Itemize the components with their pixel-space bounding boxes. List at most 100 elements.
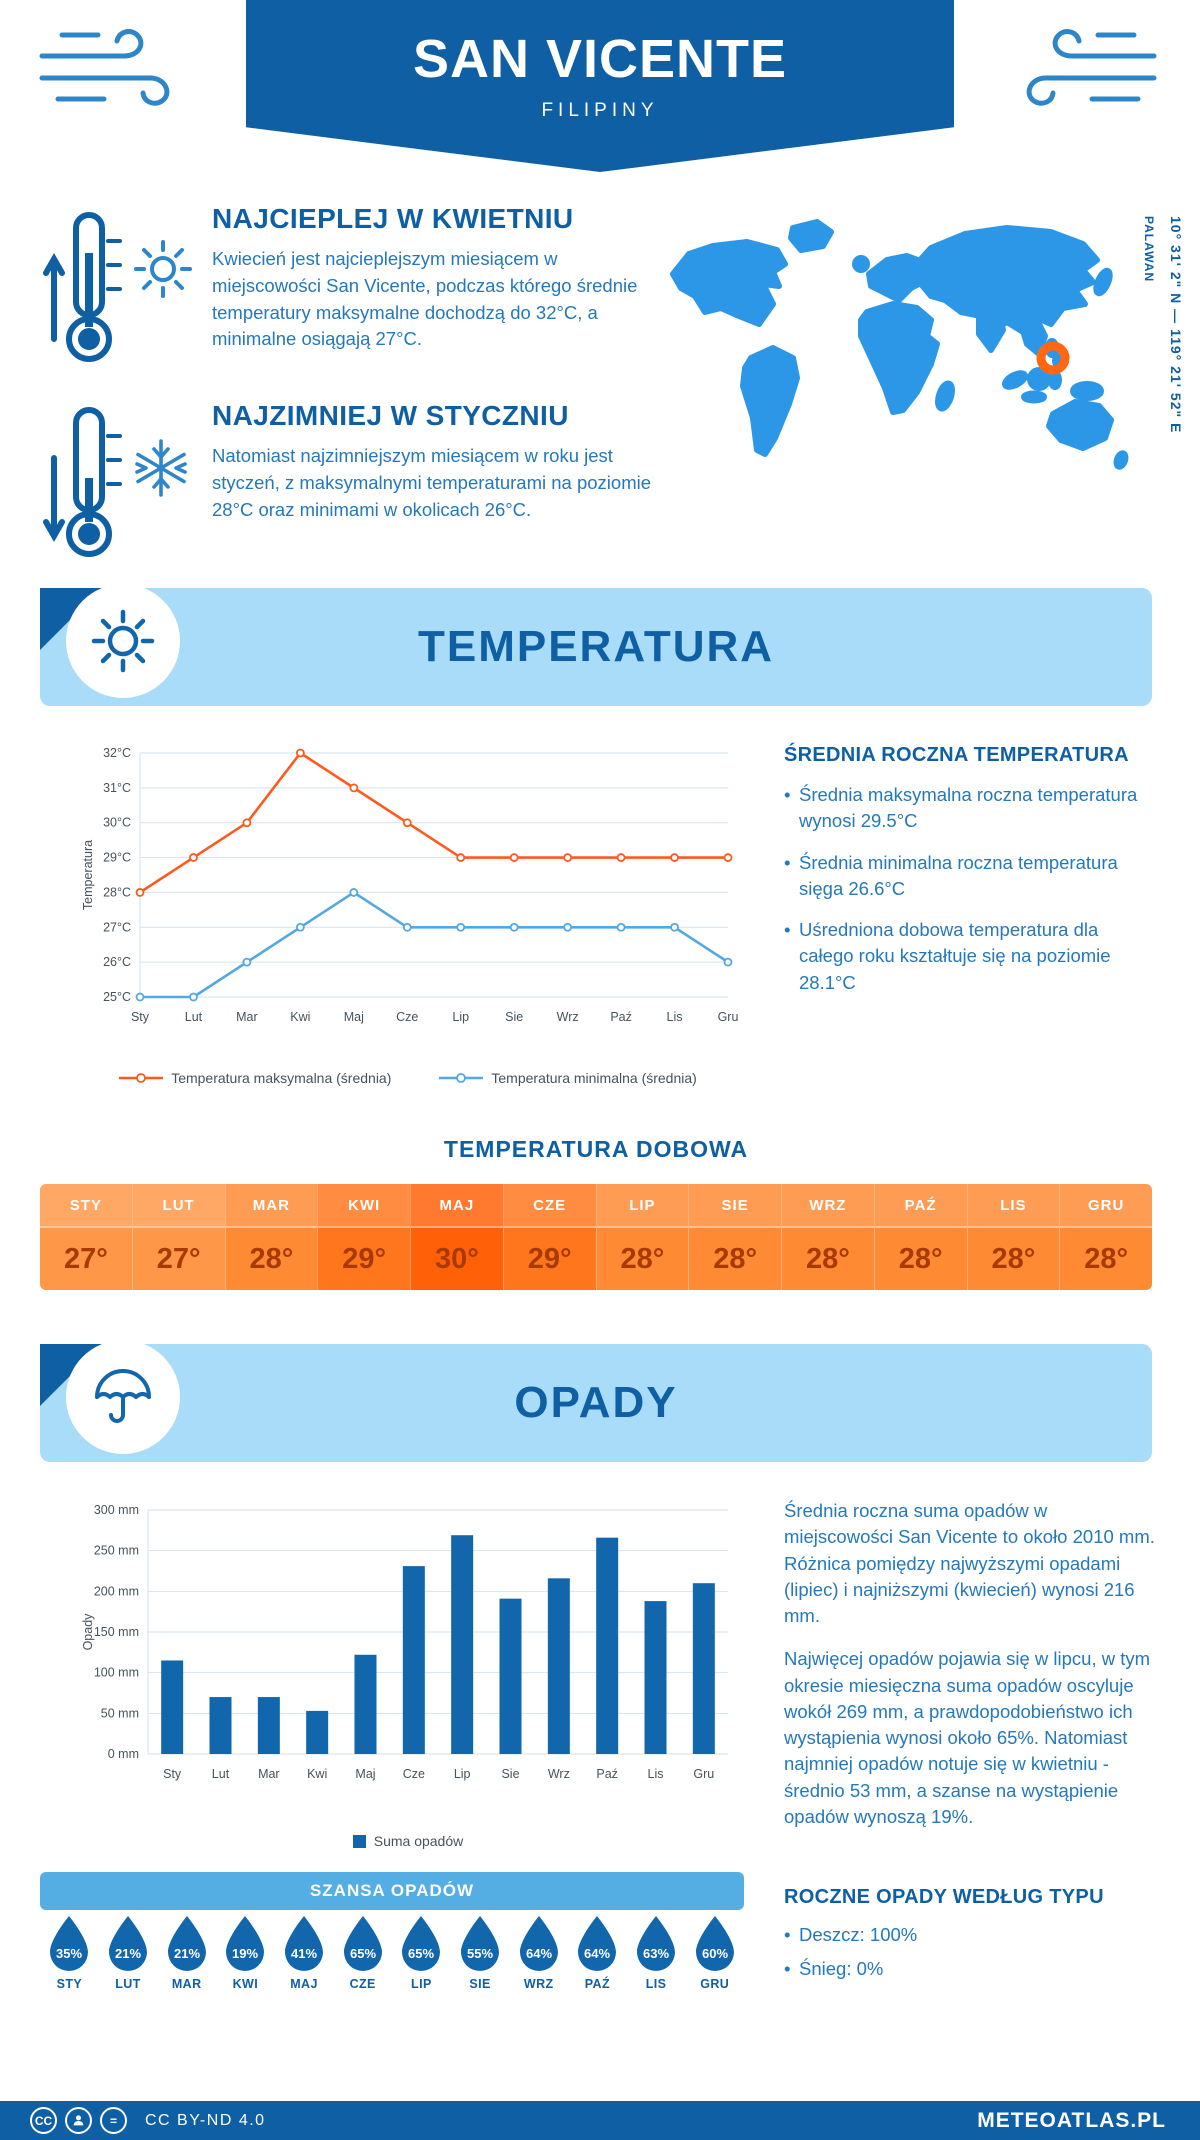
- chance-drop: 60% GRU: [685, 1914, 744, 1991]
- daily-temp-column: SIE 28°: [688, 1184, 781, 1290]
- svg-text:Opady: Opady: [81, 1613, 95, 1651]
- svg-text:Paź: Paź: [596, 1767, 618, 1781]
- daily-temp-month: KWI: [318, 1184, 410, 1226]
- sun-icon: [132, 238, 194, 300]
- chance-value: 63%: [643, 1946, 669, 1961]
- daily-temp-value: 28°: [689, 1226, 781, 1290]
- chance-month: LIS: [645, 1977, 667, 1991]
- chance-month: CZE: [349, 1977, 376, 1991]
- chance-month: PAŹ: [584, 1977, 611, 1991]
- svg-text:Mar: Mar: [258, 1767, 280, 1781]
- chance-month: WRZ: [523, 1977, 554, 1991]
- map-region-label: PALAWAN: [1142, 216, 1156, 283]
- svg-text:Lis: Lis: [648, 1767, 664, 1781]
- svg-text:Gru: Gru: [693, 1767, 714, 1781]
- daily-temp-value: 28°: [874, 1226, 967, 1290]
- chance-month: SIE: [469, 1977, 491, 1991]
- sun-badge: [66, 584, 180, 698]
- daily-temp-value: 28°: [782, 1226, 874, 1290]
- umbrella-icon: [95, 1369, 151, 1423]
- site-link[interactable]: METEOATLAS.PL: [977, 2108, 1166, 2132]
- coldest-text: Natomiast najzimniejszym miesiącem w rok…: [212, 445, 652, 520]
- chance-value: 19%: [232, 1946, 258, 1961]
- chance-drop: 41% MAJ: [275, 1914, 334, 1991]
- wind-icon-left: [32, 20, 182, 120]
- chance-month: GRU: [700, 1977, 730, 1991]
- svg-text:0 mm: 0 mm: [108, 1747, 139, 1761]
- svg-text:250 mm: 250 mm: [94, 1544, 139, 1558]
- svg-text:Sie: Sie: [505, 1010, 523, 1024]
- svg-text:Lis: Lis: [667, 1010, 683, 1024]
- temperature-chart: 25°C 26°C 27°C 28°C 29°C 30°C 31°C 32°C Sty Lut Ma…: [76, 735, 740, 1057]
- chance-drop: 21% MAR: [157, 1914, 216, 1991]
- chance-banner: SZANSA OPADÓW: [40, 1872, 744, 1910]
- legend-item: Suma opadów: [352, 1833, 464, 1849]
- daily-temp-value: 28°: [1060, 1226, 1152, 1290]
- raindrop-icon: 21%: [109, 1916, 147, 1972]
- legend-label: Temperatura maksymalna (średnia): [171, 1070, 392, 1086]
- svg-text:Sty: Sty: [163, 1767, 182, 1781]
- svg-text:Lip: Lip: [452, 1010, 469, 1024]
- warmest-heading: NAJCIEPLEJ W KWIETNIU: [212, 203, 574, 234]
- daily-temperature-table: STY 27° LUT 27° MAR 28° KWI 29° MAJ 30° CZE 29° LIP 2…: [40, 1184, 1152, 1290]
- daily-temp-month: LIS: [967, 1184, 1060, 1226]
- chance-drop: 19% KWI: [216, 1914, 275, 1991]
- svg-text:Sty: Sty: [131, 1010, 150, 1024]
- svg-text:100 mm: 100 mm: [94, 1666, 139, 1680]
- chance-value: 55%: [467, 1946, 493, 1961]
- daily-temp-column: LIS 28°: [966, 1184, 1060, 1290]
- daily-temp-month: LUT: [132, 1184, 225, 1226]
- svg-text:Mar: Mar: [236, 1010, 258, 1024]
- map-coordinates: 10° 31' 2" N — 119° 21' 52" E: [1168, 216, 1184, 434]
- temperature-summary-heading: ŚREDNIA ROCZNA TEMPERATURA: [784, 744, 1129, 766]
- svg-text:200 mm: 200 mm: [94, 1584, 139, 1598]
- daily-temp-value: 28°: [967, 1226, 1060, 1290]
- raindrop-icon: 21%: [167, 1916, 206, 1972]
- cc-icon: CC: [30, 2107, 57, 2134]
- svg-text:Gru: Gru: [718, 1010, 739, 1024]
- svg-text:Cze: Cze: [403, 1767, 425, 1781]
- chance-month: STY: [56, 1977, 83, 1991]
- svg-text:27°C: 27°C: [103, 920, 131, 934]
- svg-text:Maj: Maj: [344, 1010, 364, 1024]
- daily-temp-value: 27°: [132, 1226, 225, 1290]
- chance-month: LUT: [115, 1977, 141, 1991]
- precipitation-type-list: Deszcz: 100% Śnieg: 0%: [784, 1922, 1156, 1998]
- type-bullet: Deszcz: 100%: [784, 1922, 1156, 1949]
- license-label: CC BY-ND 4.0: [145, 2111, 266, 2129]
- svg-text:Paź: Paź: [610, 1010, 632, 1024]
- precipitation-paragraph: Średnia roczna suma opadów w miejscowośc…: [784, 1500, 1155, 1627]
- daily-temp-column: PAŹ 28°: [873, 1184, 967, 1290]
- raindrop-icon: 64%: [578, 1916, 617, 1972]
- daily-temperature-heading: TEMPERATURA DOBOWA: [443, 1136, 749, 1162]
- legend-marker: [119, 1073, 164, 1083]
- chance-drop: 64% WRZ: [509, 1914, 568, 1991]
- legend-label: Suma opadów: [373, 1833, 464, 1849]
- svg-text:Temperatura: Temperatura: [81, 840, 95, 910]
- legend-item: Temperatura maksymalna (średnia): [119, 1070, 391, 1086]
- cc-nd-icon: =: [100, 2107, 127, 2134]
- svg-text:29°C: 29°C: [103, 851, 131, 865]
- svg-text:Kwi: Kwi: [290, 1010, 310, 1024]
- precipitation-banner-title: OPADY: [514, 1378, 678, 1427]
- daily-temp-column: LUT 27°: [131, 1184, 225, 1290]
- daily-temp-value: 27°: [40, 1226, 132, 1290]
- svg-text:Kwi: Kwi: [307, 1767, 327, 1781]
- chance-month: MAJ: [290, 1977, 318, 1991]
- daily-temp-column: CZE 29°: [502, 1184, 596, 1290]
- raindrop-icon: 41%: [285, 1916, 324, 1972]
- daily-temp-value: 29°: [503, 1226, 596, 1290]
- svg-text:32°C: 32°C: [103, 746, 131, 760]
- svg-text:Sie: Sie: [501, 1767, 519, 1781]
- summary-bullet: Średnia maksymalna roczna temperatura wy…: [784, 782, 1156, 835]
- svg-text:26°C: 26°C: [103, 955, 131, 969]
- daily-temp-month: GRU: [1060, 1184, 1152, 1226]
- svg-text:30°C: 30°C: [103, 816, 131, 830]
- precipitation-text: Średnia roczna suma opadów w miejscowośc…: [784, 1498, 1156, 1847]
- precipitation-legend: Suma opadów: [76, 1833, 740, 1849]
- cc-license-icons[interactable]: CC =: [30, 2107, 127, 2134]
- daily-temp-month: LIP: [596, 1184, 689, 1226]
- warmest-text: Kwiecień jest najcieplejszym miesiącem w…: [212, 248, 638, 350]
- page-subtitle: FILIPINY: [541, 100, 659, 121]
